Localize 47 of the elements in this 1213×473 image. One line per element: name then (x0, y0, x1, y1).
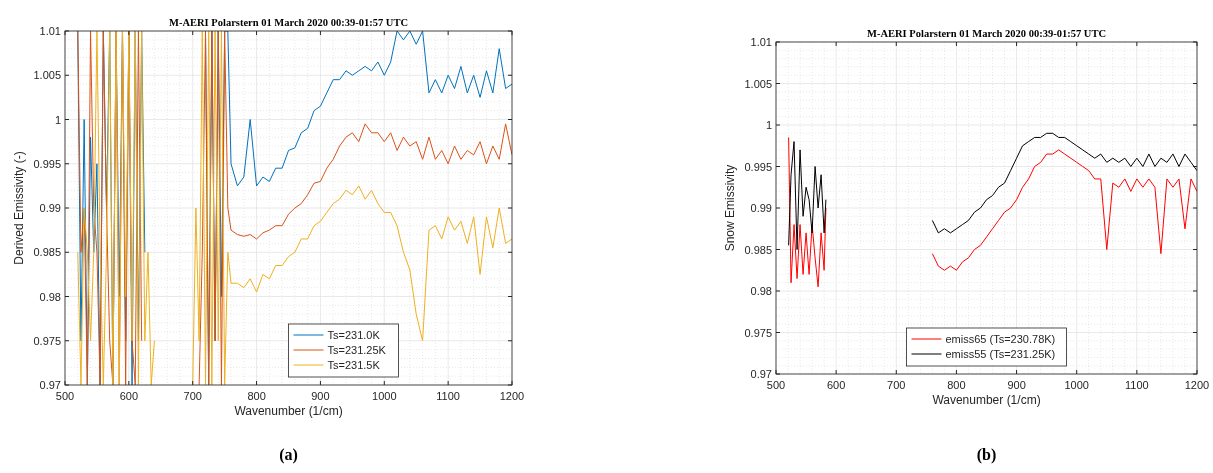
x-tick-label: 900 (1007, 379, 1026, 391)
y-tick-label: 1.005 (744, 77, 772, 90)
x-tick-label: 1200 (499, 390, 525, 402)
x-tick-label: 500 (766, 379, 786, 391)
x-tick-label: 700 (887, 379, 906, 391)
y-tick-label: 0.995 (744, 160, 772, 173)
x-tick-label: 1000 (372, 390, 397, 402)
y-tick-label: 1.01 (750, 36, 772, 48)
y-tick-label: 0.98 (39, 290, 61, 303)
x-tick-label: 800 (947, 379, 966, 391)
y-tick-label: 0.99 (39, 202, 61, 214)
legend-label: emiss65 (Ts=230.78K) (945, 333, 1056, 345)
y-tick-label: 1.01 (39, 25, 61, 37)
y-tick-label: 1.005 (33, 69, 61, 82)
text: (a) (279, 446, 298, 464)
x-tick-label: 1200 (1184, 379, 1210, 391)
x-tick-label: 1100 (436, 390, 460, 402)
x-tick-label: 800 (247, 390, 266, 402)
x-tick-label: 600 (826, 379, 846, 391)
y-tick-label: 1 (54, 113, 61, 126)
y-axis-title: Snow Emissivity (723, 164, 737, 252)
legend-label: Ts=231.25K (327, 344, 387, 356)
y-axis-title: Derived Emissivity (-) (12, 151, 26, 265)
y-tick-label: 0.975 (744, 326, 772, 339)
legend-label: Ts=231.0K (327, 329, 381, 341)
y-tick-label: 0.985 (33, 246, 61, 259)
y-tick-label: 0.98 (750, 285, 772, 297)
chart-title: M-AERI Polarstern 01 March 2020 00:39-01:57 UTC (867, 28, 1106, 39)
x-tick-label: 600 (119, 390, 139, 402)
x-tick-label: 1100 (1125, 379, 1149, 391)
text: (b) (976, 446, 997, 464)
y-tick-label: 0.97 (39, 379, 61, 391)
chart-title: M-AERI Polarstern 01 March 2020 00:39-01:57 UTC (169, 17, 408, 28)
x-axis-title: Wavenumber (1/cm) (234, 404, 343, 418)
x-tick-label: 900 (311, 390, 330, 402)
y-tick-label: 1 (765, 119, 772, 131)
legend-label: emiss55 (Ts=231.25K) (945, 348, 1056, 360)
x-tick-label: 1000 (1064, 379, 1089, 391)
x-tick-label: 500 (55, 390, 75, 402)
y-tick-label: 0.975 (33, 334, 61, 347)
legend-label: Ts=231.5K (327, 359, 381, 371)
x-axis-title: Wavenumber (1/cm) (932, 393, 1041, 407)
y-tick-label: 0.99 (750, 202, 772, 214)
x-tick-label: 700 (183, 390, 202, 402)
y-tick-label: 0.995 (33, 157, 61, 170)
y-tick-label: 0.985 (744, 243, 772, 256)
y-tick-label: 0.97 (750, 368, 772, 380)
